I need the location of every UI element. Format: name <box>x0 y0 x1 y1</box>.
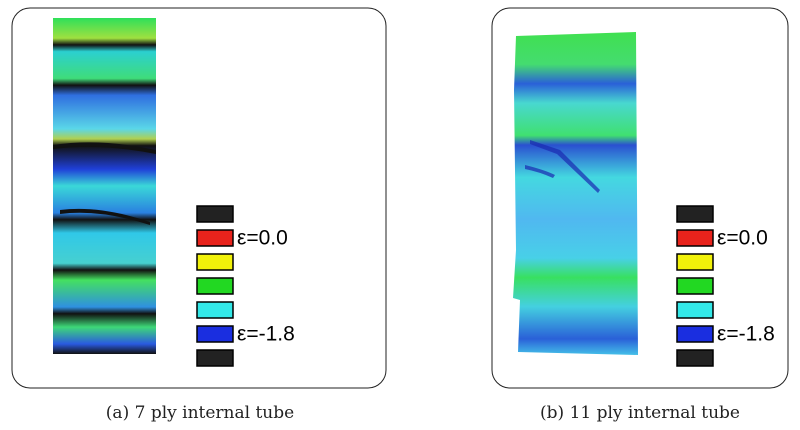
legend-label: ε=-1.8 <box>717 323 775 346</box>
legend-swatch <box>196 277 234 295</box>
legend-swatch <box>676 277 714 295</box>
legend-label: ε=0.0 <box>717 227 768 250</box>
strain-streak <box>525 140 600 193</box>
caption: (b) 11 ply internal tube <box>540 403 740 423</box>
legend-swatch <box>676 301 714 319</box>
strain-streak <box>53 142 156 225</box>
legend-label: ε=-1.8 <box>237 323 295 346</box>
legend-swatch <box>196 325 234 343</box>
legend-swatch <box>196 349 234 367</box>
caption: (a) 7 ply internal tube <box>106 403 294 423</box>
legend-swatch <box>196 301 234 319</box>
legend-swatch <box>676 229 714 247</box>
legend-swatch <box>196 253 234 271</box>
content: (a) 7 ply internal tube ε=0.0 ε=-1.8 (b) 11… <box>106 205 775 423</box>
legend-swatch <box>676 253 714 271</box>
legend-swatch <box>676 205 714 223</box>
strain-map <box>513 32 638 355</box>
legend-swatch <box>196 229 234 247</box>
legend-swatch <box>676 325 714 343</box>
legend-label: ε=0.0 <box>237 227 288 250</box>
strain-map <box>53 18 156 354</box>
legend-swatch <box>676 349 714 367</box>
panel-frame <box>491 7 789 389</box>
panel-frame <box>11 7 387 389</box>
legend-swatch <box>196 205 234 223</box>
